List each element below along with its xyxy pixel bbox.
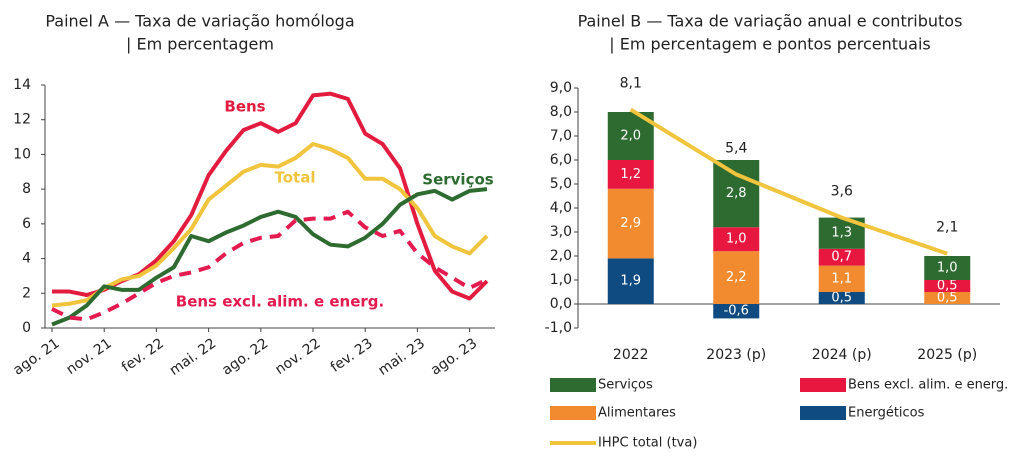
bar-value-label: 2,0 — [620, 129, 641, 144]
bar-segment — [607, 258, 654, 304]
y-tick-label: 6 — [22, 216, 31, 232]
bar-segment — [924, 292, 971, 304]
y-tick-label: 8,0 — [550, 104, 572, 120]
x-tick-label: nov. 21 — [64, 335, 115, 378]
chart-title: Painel A — Taxa de variação homóloga — [45, 12, 354, 31]
x-tick-label: ago. 23 — [428, 335, 480, 378]
legend-label: IHPC total (tva) — [598, 436, 697, 451]
bar-segment — [924, 280, 971, 292]
chart-subtitle: | Em percentagem e pontos percentuais — [609, 35, 931, 54]
line-value-label: 3,6 — [831, 184, 853, 200]
x-tick-label: mai. 23 — [376, 335, 428, 378]
line-series — [52, 91, 489, 301]
series-label: Bens — [224, 98, 265, 116]
x-tick-label: 2022 — [613, 347, 649, 363]
y-tick-label: 2,0 — [550, 248, 572, 264]
y-tick-label: 0 — [22, 320, 31, 336]
x-tick-label: mai. 22 — [167, 335, 219, 378]
legend-label: Alimentares — [598, 406, 676, 421]
bar-value-label: 1,0 — [726, 232, 747, 247]
y-tick-label: 5,0 — [550, 176, 572, 192]
bar-value-label: 0,5 — [937, 279, 958, 294]
y-tick-label: 4 — [22, 251, 31, 267]
line-series — [51, 209, 488, 322]
legend-swatch — [550, 378, 596, 392]
y-tick-label: 2 — [22, 285, 31, 301]
x-tick-label: ago. 21 — [10, 335, 62, 378]
bar-value-label: 0,7 — [831, 250, 852, 265]
series-label: Bens excl. alim. e energ. — [176, 293, 384, 311]
line-value-label: 8,1 — [620, 76, 642, 92]
bar-value-label: -0,6 — [724, 304, 749, 319]
line-series — [51, 187, 488, 327]
y-tick-label: 1,0 — [550, 272, 572, 288]
bar-segment — [818, 248, 865, 266]
legend-label: Energéticos — [848, 406, 925, 421]
legend-swatch — [800, 378, 846, 392]
bar-value-label: 1,9 — [620, 274, 641, 289]
bar-segment — [607, 160, 654, 189]
chart-subtitle: | Em percentagem — [126, 35, 274, 54]
bar-segment — [713, 304, 760, 319]
x-tick-label: 2025 (p) — [917, 347, 977, 363]
bar-value-label: 0,5 — [937, 291, 958, 306]
total-line — [629, 107, 948, 256]
x-tick-label: 2023 (p) — [706, 347, 766, 363]
y-tick-label: 0,0 — [550, 296, 572, 312]
bar-segment — [818, 265, 865, 292]
bar-value-label: 0,5 — [831, 291, 852, 306]
y-tick-label: 4,0 — [550, 200, 572, 216]
bar-segment — [607, 188, 654, 259]
y-tick-label: -1,0 — [545, 320, 572, 336]
y-tick-label: 6,0 — [550, 152, 572, 168]
y-tick-label: 10 — [13, 146, 31, 162]
bar-segment — [713, 160, 760, 228]
y-tick-label: 3,0 — [550, 224, 572, 240]
bar-value-label: 1,0 — [937, 261, 958, 276]
bar-value-label: 1,3 — [831, 226, 852, 241]
x-tick-label: 2024 (p) — [812, 347, 872, 363]
bar-segment — [713, 251, 760, 304]
x-tick-label: fev. 23 — [328, 335, 376, 375]
x-tick-label: nov. 22 — [272, 335, 323, 378]
y-tick-label: 9,0 — [550, 80, 572, 96]
legend-label: Serviços — [598, 378, 653, 393]
line-series — [51, 142, 489, 308]
x-tick-label: ago. 22 — [219, 335, 271, 378]
y-tick-label: 14 — [13, 77, 31, 93]
y-tick-label: 12 — [13, 112, 31, 128]
bar-value-label: 2,9 — [620, 216, 641, 231]
chart-title: Painel B — Taxa de variação anual e cont… — [578, 12, 963, 31]
y-tick-label: 7,0 — [550, 128, 572, 144]
legend-swatch — [550, 406, 596, 420]
line-value-label: 2,1 — [936, 220, 958, 236]
x-tick-label: fev. 22 — [119, 335, 167, 375]
bar-value-label: 2,2 — [726, 270, 747, 285]
bar-segment — [818, 292, 865, 304]
line-value-label: 5,4 — [725, 140, 747, 156]
legend-swatch — [800, 406, 846, 420]
y-tick-label: 8 — [22, 181, 31, 197]
series-label: Total — [275, 169, 316, 187]
bar-value-label: 1,1 — [831, 271, 852, 286]
bar-segment — [713, 227, 760, 252]
bar-segment — [924, 256, 971, 280]
series-label: Serviços — [422, 171, 493, 189]
bar-value-label: 2,8 — [726, 186, 747, 201]
legend-label: Bens excl. alim. e energ. — [848, 378, 1008, 393]
bar-value-label: 1,2 — [620, 167, 641, 182]
